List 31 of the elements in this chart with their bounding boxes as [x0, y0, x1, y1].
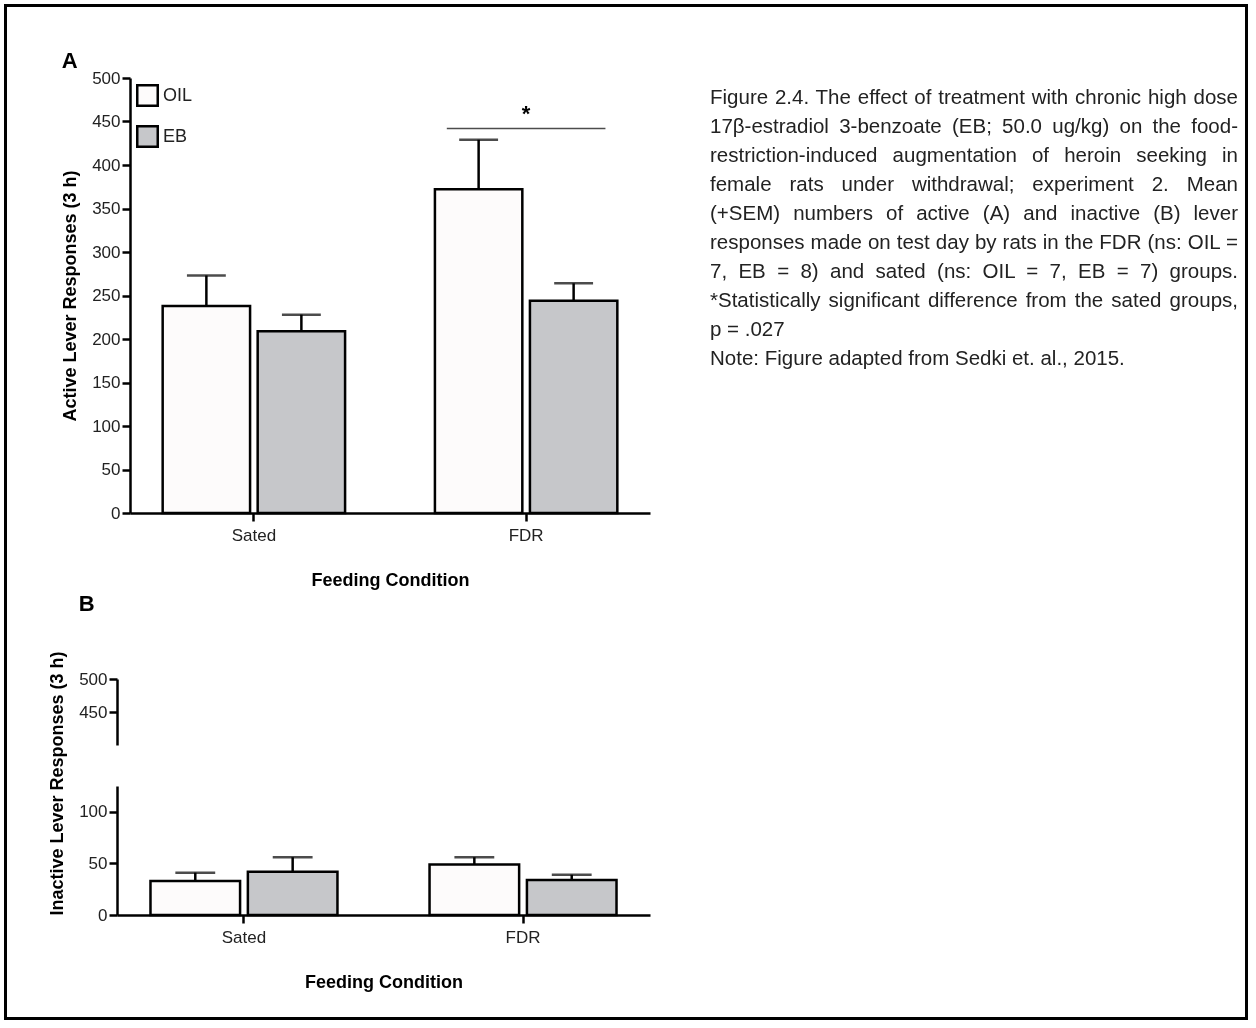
annotation: *: [521, 101, 531, 127]
chart-title: A: [61, 48, 78, 73]
y-tick-label: 350: [92, 199, 121, 218]
y-tick-label: 250: [92, 286, 121, 305]
y-tick-label: 300: [92, 242, 121, 262]
y-axis-title: Inactive Lever Responses (3 h): [47, 651, 68, 916]
y-tick-label: 500: [92, 68, 121, 88]
x-axis-title: Feeding Condition: [311, 569, 470, 590]
y-tick-label: 100: [92, 416, 121, 436]
y-tick-label: 50: [88, 853, 108, 873]
y-tick-label: 500: [79, 669, 108, 689]
legend-label: OIL: [163, 84, 193, 105]
y-tick-label: 0: [98, 905, 108, 925]
y-axis-title: Active Lever Responses (3 h): [60, 170, 81, 422]
y-tick-label: 150: [92, 373, 121, 392]
x-axis-title: Feeding Condition: [305, 971, 463, 992]
x-tick-label: FDR: [508, 525, 544, 545]
x-tick-label: Sated: [231, 525, 277, 545]
text: Note: Figure adapted from Sedki et. al., 2015.: [710, 345, 1126, 371]
x-tick-label: FDR: [505, 927, 541, 947]
y-tick-label: 100: [79, 802, 108, 822]
text: Figure 2.4. The effect of treatment with chronic high dose 17β-estradiol 3-benzoate (EB; 50.0 ug/kg) on the food-restriction-induced augmentation of heroin seeking in female rats under withdrawal; experiment 2. Mean (+SEM) numbers of active (A) and inactive (B) lever responses made on test day by rats in the FDR (ns: OIL = 7, EB = 8) and sated (ns: OIL = 7, EB = 7) groups. *Statistically significant difference from the sated groups, p = .027: [710, 85, 1238, 340]
y-tick-label: 200: [92, 329, 121, 349]
y-tick-label: 400: [92, 155, 121, 175]
legend-label: EB: [163, 125, 188, 146]
y-tick-label: 0: [111, 503, 121, 523]
y-tick-label: 450: [92, 112, 121, 131]
x-tick-label: Sated: [221, 927, 267, 947]
y-tick-label: 50: [101, 460, 121, 479]
y-tick-label: 450: [79, 702, 108, 722]
chart-title: B: [78, 591, 95, 616]
